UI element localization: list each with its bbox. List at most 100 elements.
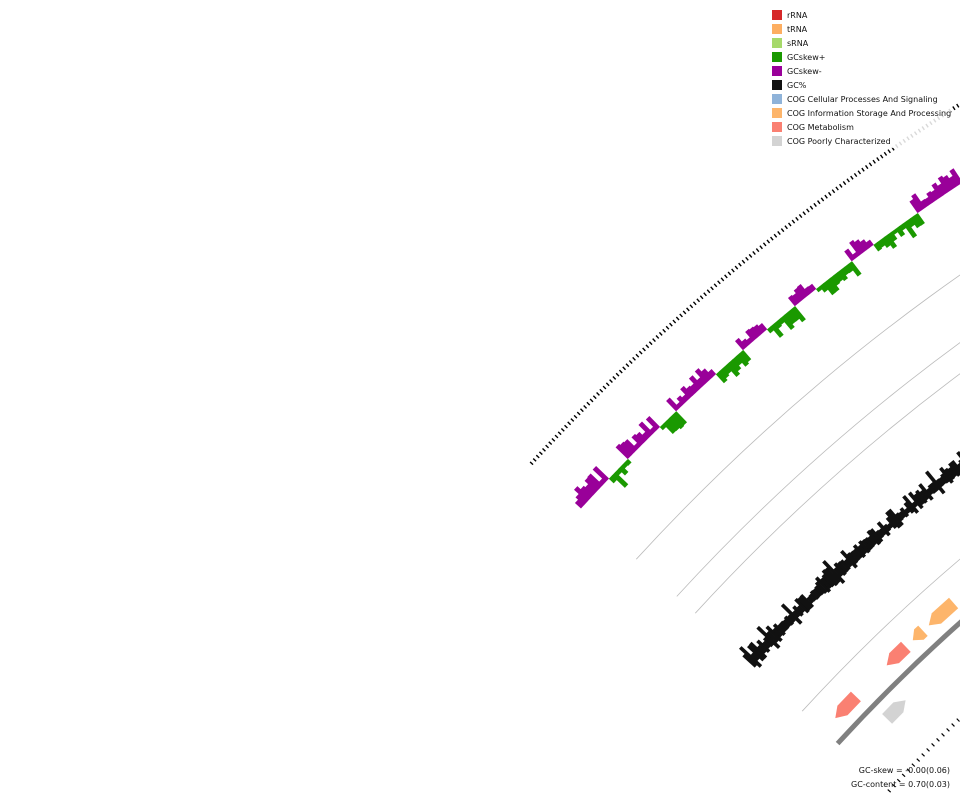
legend-label: COG Information Storage And Processing — [787, 108, 952, 118]
minor-tick — [669, 322, 673, 327]
minor-tick — [713, 283, 718, 288]
minor-tick — [635, 353, 640, 358]
gc-content-bar — [762, 636, 774, 648]
gc-skew-bar — [888, 231, 898, 242]
gc-skew-bar — [826, 277, 840, 293]
gc-skew-bar — [877, 239, 886, 249]
guide-circle — [636, 274, 960, 560]
minor-tick — [762, 242, 767, 247]
gc-skew-bar — [931, 182, 944, 198]
gc-content-bar — [947, 466, 958, 478]
minor-tick — [752, 251, 756, 256]
minor-tick — [824, 194, 828, 199]
minor-tick — [557, 431, 562, 436]
gc-skew-bar — [906, 218, 916, 228]
gc-content-bar — [895, 512, 904, 522]
gc-content-bar — [824, 567, 841, 584]
gc-skew-bar — [844, 248, 856, 262]
minor-tick — [839, 183, 843, 188]
inner-minor-tick — [911, 763, 916, 767]
gc-content-bar — [918, 483, 934, 501]
minor-tick — [879, 154, 884, 159]
gc-skew-bar — [619, 441, 635, 456]
gc-content-bar — [792, 605, 804, 617]
gc-skew-bar — [911, 193, 926, 211]
gc-content-bar — [907, 491, 924, 510]
gc-content-bar — [749, 641, 768, 660]
minor-tick — [868, 162, 873, 167]
gc-skew-bar — [780, 314, 795, 331]
gc-content-bar — [772, 627, 783, 638]
gc-content-bar — [886, 522, 894, 530]
minor-tick — [628, 360, 633, 364]
legend-label: GCskew+ — [787, 52, 826, 62]
gc-content-bar — [820, 577, 833, 590]
minor-tick — [573, 414, 578, 419]
gc-skew-bar — [880, 236, 891, 248]
minor-tick — [570, 418, 575, 422]
gc-content-bar — [750, 652, 760, 662]
gc-content-bar — [833, 566, 844, 578]
minor-tick — [652, 338, 656, 343]
gc-skew-bar — [592, 466, 610, 483]
gc-skew-bar — [642, 431, 651, 440]
gc-skew-bar — [758, 323, 768, 333]
gc-content-bar — [911, 501, 919, 508]
gc-content-bar — [812, 588, 822, 598]
minor-tick — [622, 366, 627, 371]
gene-arrow — [886, 641, 911, 666]
minor-tick — [602, 385, 607, 390]
gc-content-bar — [913, 493, 925, 506]
gc-content-bar — [742, 653, 758, 668]
gc-skew-bar — [808, 283, 817, 293]
inner-minor-tick — [951, 723, 955, 727]
gc-content-bar — [919, 489, 930, 501]
minor-tick — [748, 253, 753, 258]
gc-skew-bar — [580, 485, 594, 499]
minor-tick — [861, 167, 865, 172]
minor-tick — [609, 379, 613, 384]
minor-tick — [599, 388, 604, 393]
gc-content-bar — [948, 462, 960, 477]
minor-tick — [857, 170, 862, 175]
minor-tick — [612, 375, 617, 380]
gc-skew-bar — [791, 306, 806, 323]
minor-tick — [699, 295, 704, 300]
gc-content-bar — [876, 521, 891, 537]
minor-tick — [780, 228, 785, 233]
minor-tick — [876, 157, 880, 162]
legend-item: COG Metabolism — [772, 120, 951, 134]
gc-content-bar — [846, 552, 859, 565]
gc-skew-bar — [777, 317, 785, 326]
gc-content-bar — [821, 569, 839, 587]
gc-content-bar — [849, 550, 861, 562]
legend-label: GC% — [787, 80, 807, 90]
minor-tick — [679, 313, 683, 318]
minor-tick — [745, 256, 749, 261]
gene-arrow — [835, 691, 861, 719]
gc-skew-bar — [669, 414, 685, 430]
minor-tick — [853, 172, 858, 178]
minor-tick — [560, 428, 565, 432]
gc-skew-bar — [598, 478, 606, 486]
gene-arrow — [928, 597, 959, 626]
gc-skew-bar — [949, 168, 960, 186]
gc-skew-bar — [833, 272, 844, 283]
gc-skew-bar — [770, 323, 784, 338]
gc-content-bar — [756, 639, 771, 654]
inner-minor-tick — [941, 733, 945, 737]
gc-skew-bar — [937, 175, 952, 193]
legend-swatch — [772, 108, 782, 118]
minor-tick — [618, 369, 623, 374]
legend-item: COG Poorly Characterized — [772, 134, 951, 148]
gc-content-bar — [747, 644, 765, 662]
gc-content-bar — [757, 644, 767, 655]
gc-skew-bar — [859, 239, 871, 251]
gc-content-bar — [797, 596, 812, 611]
gc-content-bar — [938, 476, 947, 486]
guide-circle — [695, 373, 960, 614]
gc-skew-bar — [611, 471, 629, 488]
gene-arrow — [882, 700, 906, 724]
gc-skew-bar — [729, 358, 742, 372]
gc-skew-bar — [701, 368, 713, 381]
